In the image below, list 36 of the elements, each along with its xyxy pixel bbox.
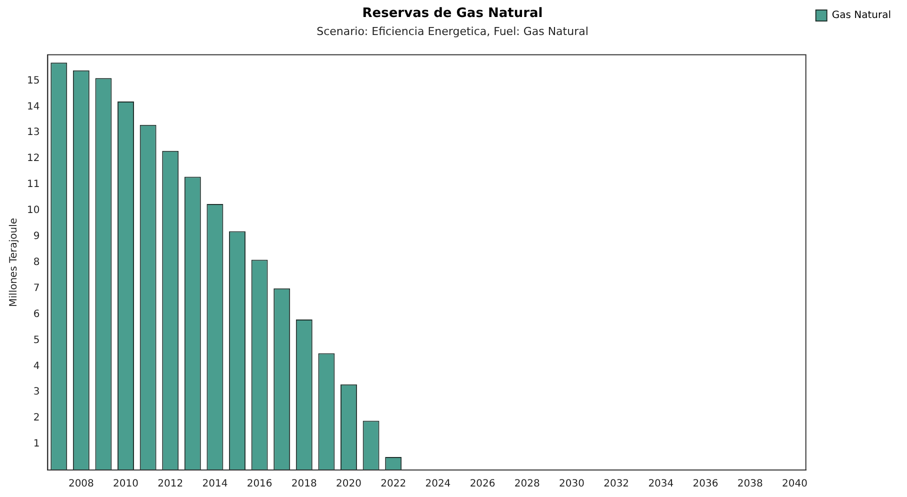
legend-label: Gas Natural xyxy=(832,10,892,22)
x-tick-label: 2020 xyxy=(336,478,362,490)
x-tick-label: 2036 xyxy=(692,478,718,490)
x-tick-label: 2032 xyxy=(604,478,630,490)
y-tick-label: 4 xyxy=(33,360,40,372)
y-tick-label: 13 xyxy=(26,127,40,138)
y-tick-label: 12 xyxy=(26,153,40,164)
y-tick-label: 9 xyxy=(33,231,40,242)
chart-subtitle: Scenario: Eficiencia Energetica, Fuel: Gas Natural xyxy=(316,25,588,38)
y-tick-label: 7 xyxy=(33,282,40,294)
y-tick-label: 6 xyxy=(33,308,40,320)
chart-title: Reservas de Gas Natural xyxy=(362,6,543,22)
y-tick-label: 15 xyxy=(26,75,40,86)
x-tick-label: 2010 xyxy=(113,478,138,490)
x-tick-label: 2016 xyxy=(246,478,272,490)
y-tick-label: 11 xyxy=(26,179,40,190)
x-tick-label: 2018 xyxy=(291,478,317,490)
x-tick-label: 2012 xyxy=(158,478,184,490)
x-tick-label: 2034 xyxy=(648,478,674,490)
x-tick-label: 2014 xyxy=(202,478,228,490)
y-tick-label: 3 xyxy=(33,386,40,398)
y-tick-label: 1 xyxy=(33,438,40,450)
x-tick-label: 2008 xyxy=(68,478,94,490)
y-tick-label: 2 xyxy=(33,412,40,424)
y-tick-label: 10 xyxy=(26,205,40,216)
y-tick-label: 8 xyxy=(33,256,40,268)
y-tick-label: 14 xyxy=(26,101,40,112)
x-tick-label: 2030 xyxy=(558,478,584,490)
x-tick-label: 2026 xyxy=(470,478,496,490)
y-tick-label: 5 xyxy=(33,334,40,346)
y-axis-title: Millones Terajoule xyxy=(8,218,20,307)
x-tick-label: 2024 xyxy=(425,478,451,490)
x-tick-label: 2040 xyxy=(782,478,808,490)
x-tick-label: 2022 xyxy=(380,478,406,490)
x-tick-label: 2028 xyxy=(514,478,540,490)
x-tick-label: 2038 xyxy=(737,478,763,490)
